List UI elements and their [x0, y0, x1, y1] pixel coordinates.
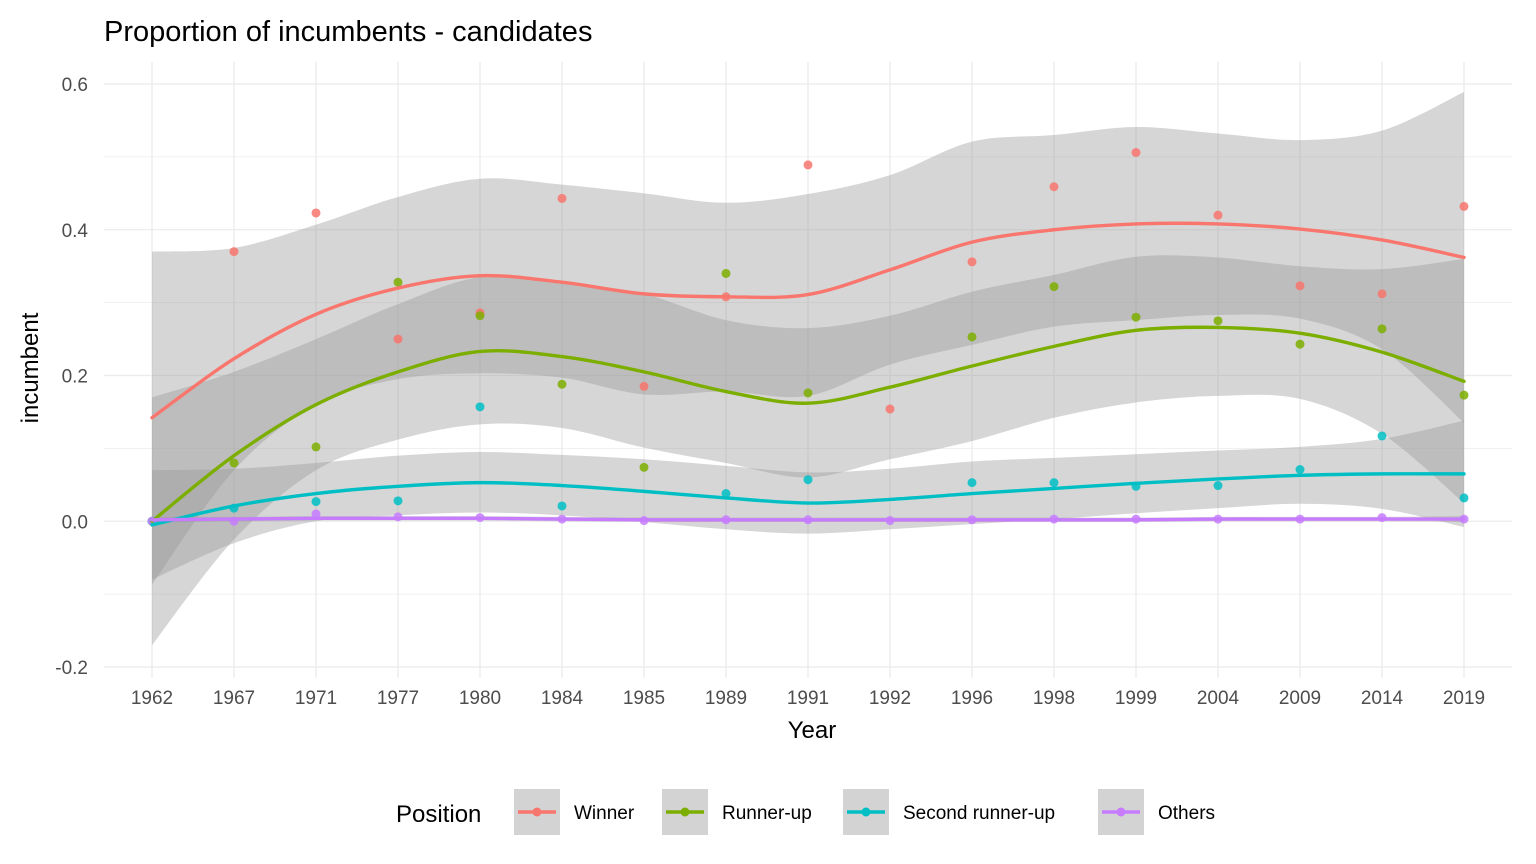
legend-key-point — [532, 807, 542, 817]
data-point-runner-up — [967, 332, 977, 342]
x-tick-label: 1985 — [623, 688, 665, 709]
confidence-ribbon-second-runner-up — [152, 420, 1464, 580]
x-tick-label: 2009 — [1279, 688, 1321, 709]
data-point-others — [311, 509, 321, 519]
x-tick-label: 1999 — [1115, 688, 1157, 709]
chart-title: Proportion of incumbents - candidates — [104, 16, 592, 48]
legend-key-point — [680, 807, 690, 817]
y-tick-label: -0.2 — [55, 658, 88, 679]
data-point-second-runner-up — [311, 497, 321, 507]
data-point-winner — [967, 257, 977, 267]
x-tick-label: 1962 — [131, 688, 173, 709]
data-point-runner-up — [1049, 282, 1059, 292]
data-point-runner-up — [639, 462, 649, 472]
x-tick-label: 2014 — [1361, 688, 1404, 709]
data-point-runner-up — [721, 268, 731, 278]
data-point-winner — [1049, 182, 1059, 192]
x-tick-label: 1998 — [1033, 688, 1075, 709]
data-point-runner-up — [1131, 312, 1141, 322]
data-point-winner — [311, 208, 321, 218]
x-tick-label: 2004 — [1197, 688, 1240, 709]
grid-layer — [104, 62, 1512, 678]
data-point-second-runner-up — [967, 478, 977, 488]
data-point-winner — [885, 404, 895, 414]
legend-item-winner: Winner — [514, 789, 635, 835]
legend-title: Position — [396, 801, 481, 828]
data-point-runner-up — [1213, 316, 1223, 326]
smooth-line-second-runner-up — [150, 472, 1466, 527]
x-tick-label: 2019 — [1443, 688, 1485, 709]
x-tick-label: 1967 — [213, 688, 255, 709]
data-point-runner-up — [1459, 390, 1469, 400]
data-point-runner-up — [557, 379, 567, 389]
x-tick-label: 1977 — [377, 688, 419, 709]
data-point-winner — [639, 381, 649, 391]
y-axis-title: incumbent — [17, 312, 44, 423]
legend-label: Others — [1158, 803, 1215, 824]
smooth-line-layer — [150, 221, 1466, 527]
data-point-second-runner-up — [393, 496, 403, 506]
confidence-ribbon-winner — [152, 92, 1464, 585]
x-tick-label: 1992 — [869, 688, 911, 709]
data-point-winner — [1459, 201, 1469, 211]
data-point-runner-up — [229, 458, 239, 468]
data-point-second-runner-up — [1459, 493, 1469, 503]
x-tick-label: 1980 — [459, 688, 501, 709]
data-point-runner-up — [311, 442, 321, 452]
legend-key-point — [1116, 807, 1126, 817]
data-point-second-runner-up — [1213, 481, 1223, 491]
legend-label: Runner-up — [722, 803, 812, 824]
legend-item-runner-up: Runner-up — [662, 789, 812, 835]
y-tick-label: 0.2 — [62, 367, 88, 388]
x-tick-label: 1991 — [787, 688, 829, 709]
data-point-winner — [557, 193, 567, 203]
data-point-second-runner-up — [1049, 478, 1059, 488]
legend-item-second-runner-up: Second runner-up — [843, 789, 1055, 835]
data-point-winner — [229, 247, 239, 257]
data-point-second-runner-up — [721, 489, 731, 499]
legend-label: Second runner-up — [903, 803, 1055, 824]
data-point-second-runner-up — [803, 475, 813, 485]
x-axis-ticks: 1962 1967 1971 1977 1980 1984 1985 1989 1991 1992… — [131, 688, 1485, 709]
data-point-winner — [1131, 148, 1141, 158]
data-point-second-runner-up — [1295, 465, 1305, 475]
legend-key-point — [861, 807, 871, 817]
x-tick-label: 1989 — [705, 688, 747, 709]
legend-item-others: Others — [1098, 789, 1215, 835]
data-point-runner-up — [1377, 324, 1387, 334]
legend-label: Winner — [574, 803, 635, 824]
y-tick-label: 0.0 — [62, 512, 88, 533]
data-point-winner — [803, 160, 813, 170]
smooth-line-runner-up — [150, 325, 1466, 523]
x-tick-label: 1996 — [951, 688, 993, 709]
data-point-winner — [393, 334, 403, 344]
y-tick-label: 0.6 — [62, 75, 88, 96]
data-point-second-runner-up — [1377, 431, 1387, 441]
data-point-runner-up — [393, 277, 403, 287]
data-point-runner-up — [803, 388, 813, 398]
smooth-line-others — [150, 516, 1466, 522]
data-point-runner-up — [1295, 339, 1305, 349]
legend: Position Winner Runner-up Second runner-up… — [396, 789, 1215, 835]
x-tick-label: 1971 — [295, 688, 337, 709]
data-point-second-runner-up — [557, 501, 567, 511]
data-point-winner — [1295, 281, 1305, 291]
x-tick-label: 1984 — [541, 688, 584, 709]
x-axis-title: Year — [788, 717, 837, 744]
data-point-winner — [1213, 210, 1223, 220]
data-point-winner — [1377, 289, 1387, 299]
y-tick-label: 0.4 — [62, 221, 89, 242]
y-axis-ticks: -0.2 0.0 0.2 0.4 0.6 — [55, 75, 88, 679]
smooth-line-winner — [150, 221, 1466, 420]
data-point-runner-up — [475, 311, 485, 321]
data-point-second-runner-up — [475, 402, 485, 412]
